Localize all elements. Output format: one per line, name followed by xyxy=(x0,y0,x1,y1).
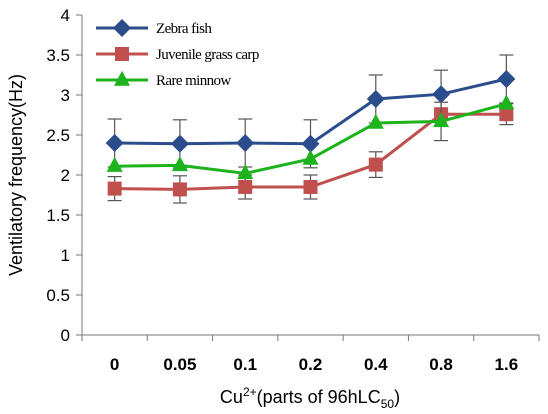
data-point xyxy=(106,156,123,172)
x-ticks: 0 0.05 0.1 0.2 0.4 0.8 1.6 xyxy=(81,335,540,374)
y-tick-label: 4 xyxy=(61,6,70,25)
legend-marker xyxy=(115,47,129,61)
legend-marker xyxy=(114,70,130,86)
data-point xyxy=(368,157,383,172)
y-tick-label: 2 xyxy=(61,166,70,185)
y-tick-label: 0.5 xyxy=(46,286,70,305)
data-point xyxy=(366,90,385,108)
y-tick-label: 3.5 xyxy=(46,46,70,65)
x-label-sub: 50 xyxy=(381,397,395,411)
legend-marker xyxy=(113,19,131,37)
x-label-mid: (parts of 96hLC xyxy=(257,387,381,407)
legend: Zebra fish Juvenile grass carp Rare minnow xyxy=(96,19,259,89)
data-point xyxy=(107,181,122,196)
y-tick-label: 3 xyxy=(61,86,70,105)
data-point xyxy=(303,180,318,194)
data-point xyxy=(170,134,189,153)
data-point xyxy=(367,113,384,129)
x-label-base: Cu xyxy=(220,387,243,407)
x-tick-label: 0 xyxy=(110,355,119,374)
data-point xyxy=(433,112,450,128)
data-point xyxy=(171,156,188,172)
x-axis-label: Cu2+(parts of 96hLC50) xyxy=(220,385,400,411)
y-tick-label: 0 xyxy=(61,326,70,345)
data-point xyxy=(301,134,320,153)
x-label-sup: 2+ xyxy=(243,385,257,399)
data-point xyxy=(497,70,516,88)
legend-label: Juvenile grass carp xyxy=(156,47,259,63)
x-tick-label: 0.1 xyxy=(233,355,257,374)
data-point xyxy=(236,134,255,152)
x-tick-label: 0.2 xyxy=(299,355,323,374)
data-point xyxy=(237,164,254,180)
data-point xyxy=(302,149,319,165)
y-tick-label: 1 xyxy=(61,246,70,265)
legend-label: Zebra fish xyxy=(156,21,212,37)
y-ticks: 0 0.5 1 1.5 2 2.5 3 3.5 4 xyxy=(46,6,82,345)
data-point xyxy=(498,94,515,110)
data-point xyxy=(499,107,514,122)
y-axis-label: Ventilatory frequency(Hz) xyxy=(6,74,26,276)
data-point xyxy=(172,182,187,197)
y-tick-label: 2.5 xyxy=(46,126,70,145)
y-tick-label: 1.5 xyxy=(46,206,70,225)
series-triangle xyxy=(106,94,515,180)
x-tick-label: 0.4 xyxy=(364,355,388,374)
data-point xyxy=(432,85,451,104)
data-point xyxy=(238,180,253,194)
legend-label: Rare minnow xyxy=(156,73,231,89)
x-tick-label: 0.05 xyxy=(163,355,196,374)
series xyxy=(105,54,516,204)
x-tick-label: 0.8 xyxy=(429,355,453,374)
x-label-end: ) xyxy=(394,387,400,407)
x-tick-label: 1.6 xyxy=(495,355,519,374)
data-point xyxy=(105,134,124,152)
